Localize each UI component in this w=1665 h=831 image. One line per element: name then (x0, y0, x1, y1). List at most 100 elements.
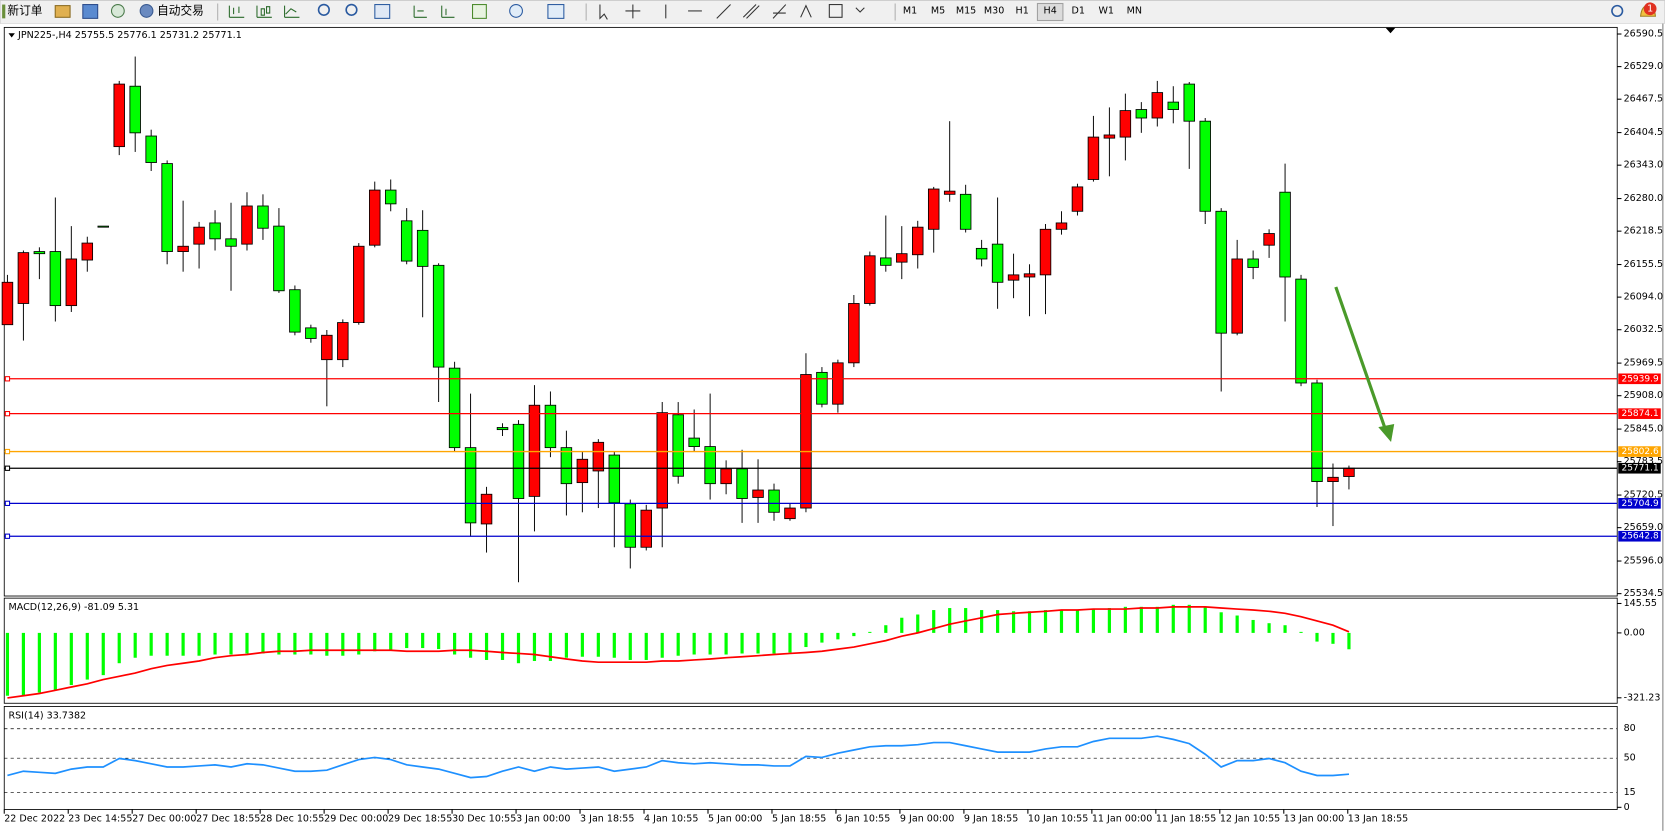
macd-bar (500, 632, 505, 660)
macd-bar (1139, 606, 1143, 633)
arrows-icon[interactable] (855, 7, 865, 13)
line-chart-icon[interactable] (284, 5, 300, 18)
crosshair-icon[interactable] (625, 4, 641, 19)
arrow-line (1334, 286, 1388, 431)
y-tick-label: 26155.5 (1624, 259, 1663, 270)
macd-bar (1187, 604, 1191, 633)
text-icon[interactable] (800, 4, 812, 18)
candle-body (1183, 83, 1195, 122)
macd-bar (596, 632, 600, 657)
candle-body (1343, 467, 1355, 477)
x-tick-label: 27 Dec 00:00 (132, 814, 196, 825)
x-tick-label: 22 Dec 2022 (4, 814, 65, 825)
macd-bar (1011, 611, 1016, 633)
y-tick-label: 26529.0 (1624, 61, 1663, 72)
price-panel (3, 26, 1618, 597)
candle-body (193, 226, 205, 245)
macd-bar (1091, 609, 1096, 633)
candle-body (225, 238, 237, 247)
candle-body (1199, 120, 1211, 212)
fibo-icon[interactable] (772, 4, 787, 19)
candle-body (528, 404, 541, 497)
shift-icon[interactable] (441, 5, 455, 18)
timeframe-button[interactable]: H4 (1044, 5, 1057, 16)
periods-icon[interactable] (509, 4, 523, 18)
search-icon[interactable] (1611, 4, 1624, 18)
y-tick-label: 26590.5 (1624, 29, 1663, 40)
level-label-box (1618, 373, 1661, 385)
new-order-button[interactable]: 新订单 (2, 3, 43, 19)
macd-bar (1027, 611, 1032, 633)
macd-bar (357, 632, 361, 655)
scroll-icon[interactable] (413, 5, 427, 18)
timeframe-button[interactable]: M5 (931, 5, 945, 16)
macd-bar (1315, 632, 1319, 642)
timeframe-button[interactable]: MN (1127, 5, 1142, 16)
level-label: 25642.8 (1621, 532, 1659, 542)
macd-bar (1299, 631, 1303, 633)
timeframe-button[interactable]: W1 (1098, 5, 1114, 16)
toolbar (0, 0, 1665, 25)
macd-bar (453, 632, 457, 655)
y-tick-label: 26094.0 (1624, 292, 1663, 303)
candle-body (257, 205, 269, 229)
y-tick-label: -321.23 (1624, 692, 1661, 703)
tile-icon[interactable] (374, 4, 391, 19)
candle-body (496, 427, 509, 431)
x-tick-label: 29 Dec 18:55 (388, 814, 452, 825)
cursor-icon[interactable] (599, 4, 608, 20)
macd-bar (101, 632, 105, 676)
x-tick-label: 11 Jan 18:55 (1156, 814, 1216, 825)
timeframe-button[interactable]: H1 (1016, 5, 1029, 16)
indicators-icon[interactable] (471, 4, 487, 19)
candle-body (17, 252, 30, 304)
x-tick-label: 11 Jan 00:00 (1092, 814, 1152, 825)
icon[interactable] (82, 4, 99, 19)
macd-bar (612, 632, 616, 658)
candle-body (1119, 110, 1132, 138)
candle-body (736, 468, 748, 499)
zoom-in-icon[interactable] (317, 3, 330, 16)
macd-bar (1203, 606, 1207, 633)
y-tick-label: 26404.5 (1624, 127, 1663, 138)
candle-body (864, 255, 876, 304)
level-label: 25771.1 (1621, 464, 1658, 474)
level-handle (4, 465, 11, 471)
auto-trading-button[interactable]: 自动交易 (139, 3, 204, 18)
zoom-out-icon[interactable] (345, 3, 358, 16)
candle-body (1023, 273, 1036, 278)
candle-body (784, 507, 796, 520)
macd-bar (580, 632, 584, 657)
icon[interactable] (110, 4, 125, 18)
x-tick-label: 27 Dec 18:55 (196, 814, 260, 825)
macd-bar (373, 632, 377, 652)
timeframe-bar: M1 M5 M15 M30 H1 H4 D1 W1 MN (903, 2, 1142, 22)
macd-bar (21, 632, 25, 696)
notifications[interactable]: 1 (1639, 2, 1657, 17)
icon[interactable] (54, 5, 71, 18)
timeframe-button[interactable]: M30 (984, 5, 1004, 16)
macd-bar (724, 632, 728, 655)
timeframe-button[interactable]: D1 (1071, 5, 1084, 16)
timeframe-button[interactable]: M1 (903, 5, 917, 16)
candle-body (416, 229, 429, 267)
timeframe-button[interactable]: M15 (956, 5, 976, 16)
candle-body (720, 468, 732, 485)
candle-body (1279, 191, 1291, 278)
macd-bar (149, 632, 153, 656)
x-tick-label: 28 Dec 10:55 (260, 814, 324, 825)
label-icon[interactable] (828, 4, 843, 18)
candle-body (432, 264, 445, 368)
macd-bar (53, 632, 57, 691)
channel-icon[interactable] (742, 4, 760, 19)
macd-bar (804, 632, 808, 648)
y-tick-label: 15 (1624, 787, 1636, 798)
candle-chart-icon[interactable] (256, 5, 272, 18)
macd-bar (421, 632, 425, 649)
bar-chart-icon[interactable] (228, 5, 245, 18)
macd-bar (245, 632, 249, 654)
candle-body (353, 245, 365, 323)
templates-icon[interactable] (547, 4, 565, 19)
macd-bar (1155, 606, 1159, 633)
trendline-icon[interactable] (716, 4, 731, 19)
